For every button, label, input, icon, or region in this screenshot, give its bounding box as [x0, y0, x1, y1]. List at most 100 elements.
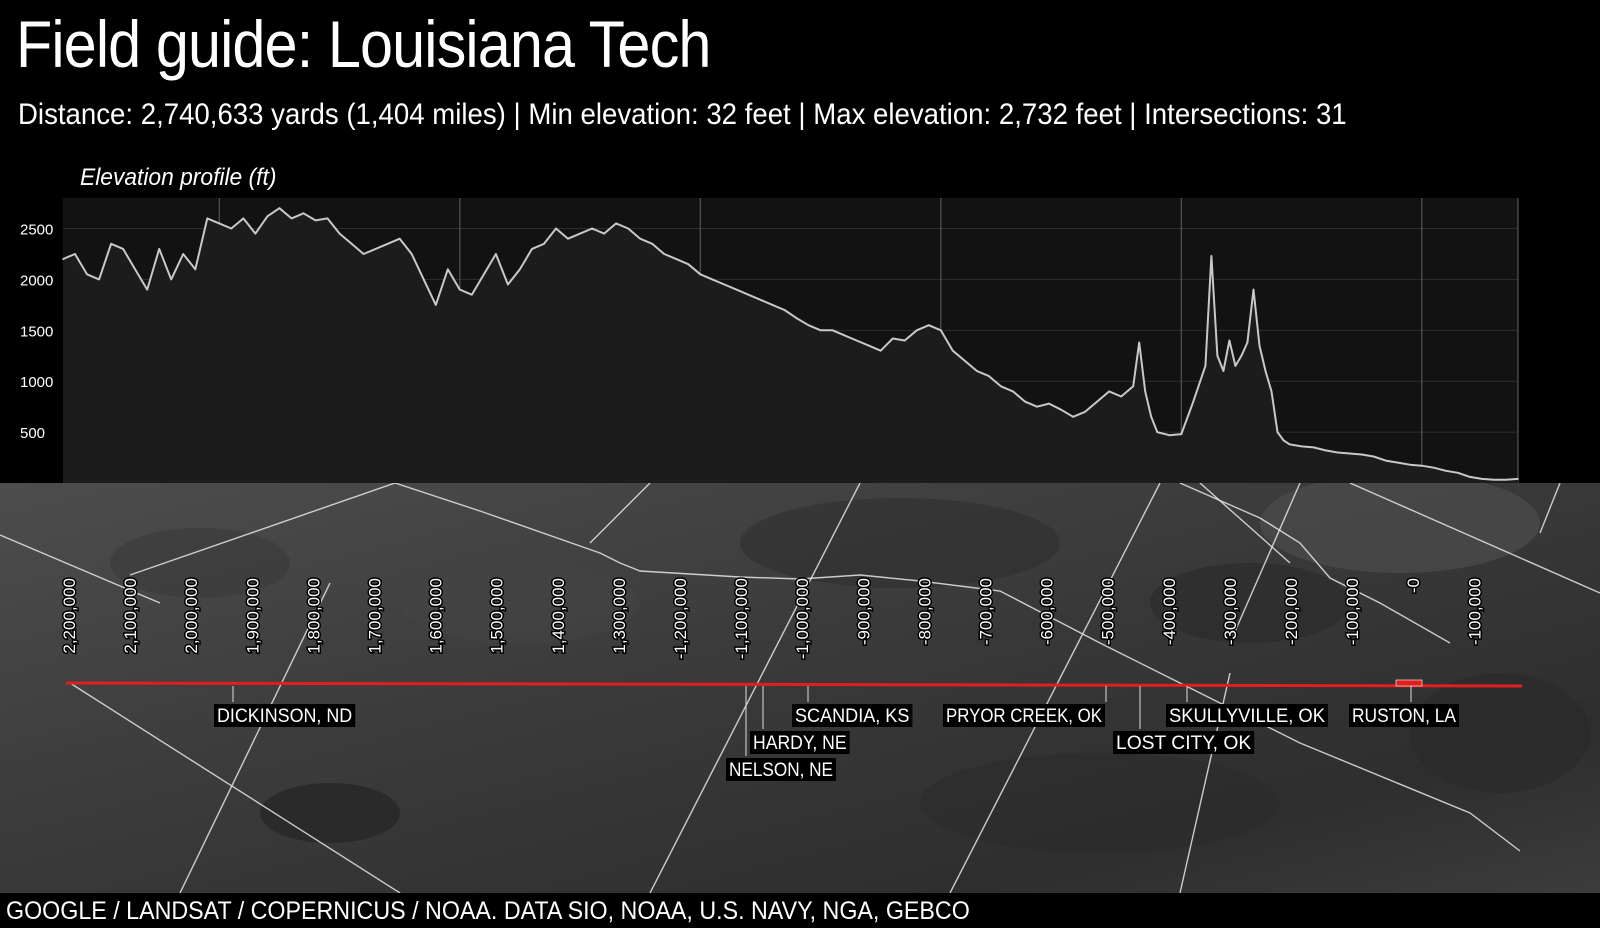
- elevation-point: [1481, 478, 1483, 480]
- place-label: SKULLYVILLE, OK: [1169, 706, 1325, 727]
- place-label-bg: [726, 758, 836, 781]
- elevation-point: [759, 298, 762, 301]
- distance-tick-label: -1,200,000: [671, 578, 690, 659]
- elevation-point: [591, 227, 593, 230]
- place-label-bg: [750, 731, 850, 754]
- distance-tick-label: -400,000: [1160, 578, 1179, 645]
- elevation-point: [1156, 431, 1159, 433]
- elevation-point: [350, 243, 353, 245]
- elevation-point: [1312, 446, 1315, 449]
- elevation-point: [1204, 365, 1207, 367]
- elevation-point: [158, 248, 160, 250]
- terrain-patch: [740, 498, 1060, 588]
- distance-tick-label: 1,400,000: [549, 578, 568, 654]
- distance-tick-label: -900,000: [854, 578, 873, 645]
- elevation-point: [134, 268, 136, 271]
- elevation-point: [1445, 469, 1447, 472]
- elevation-point: [783, 309, 786, 311]
- distance-tick-label: -300,000: [1221, 578, 1240, 645]
- elevation-point: [891, 337, 894, 340]
- distance-tick-label: 1,500,000: [488, 578, 507, 654]
- elevation-point: [1120, 395, 1122, 398]
- elevation-point: [1138, 341, 1141, 344]
- elevation-point: [1384, 459, 1387, 462]
- elevation-point: [1012, 390, 1014, 393]
- state-border: [1179, 483, 1451, 644]
- terrain-patch: [1410, 673, 1590, 793]
- chart-title: Elevation profile (ft): [80, 164, 277, 191]
- elevation-point: [879, 349, 882, 352]
- elevation-point: [495, 253, 497, 255]
- elevation-point: [795, 317, 798, 319]
- elevation-profile-chart: 500 1000 1500 2000 2500: [20, 198, 1519, 483]
- elevation-point: [374, 248, 377, 250]
- elevation-point: [555, 227, 557, 230]
- place-label: NELSON, NE: [729, 760, 833, 781]
- distance-tick-label: 2,200,000: [60, 578, 79, 654]
- elevation-point: [459, 288, 461, 291]
- elevation-point: [1300, 445, 1303, 448]
- elevation-point: [290, 217, 293, 220]
- elevation-point: [1060, 408, 1062, 411]
- elevation-point: [1234, 365, 1237, 367]
- elevation-point: [266, 215, 269, 218]
- route-stats: Distance: 2,740,633 yards (1,404 miles) …: [18, 98, 1347, 131]
- distance-tick-label: 2,000,000: [182, 578, 201, 654]
- elevation-point: [627, 227, 629, 230]
- state-border: [0, 534, 161, 604]
- elevation-point: [1421, 464, 1423, 467]
- distance-tick-label: -1,100,000: [732, 578, 751, 659]
- elevation-point: [1276, 431, 1279, 433]
- distance-tick-label: 1,700,000: [366, 578, 385, 654]
- elevation-point: [723, 283, 726, 286]
- elevation-point: [940, 329, 942, 332]
- elevation-point: [1084, 410, 1086, 413]
- elevation-point: [1288, 443, 1291, 446]
- terrain-patch: [260, 783, 400, 843]
- y-tick-label: 500: [20, 425, 45, 442]
- state-border: [1349, 483, 1600, 594]
- elevation-point: [434, 304, 437, 306]
- elevation-point: [867, 344, 870, 347]
- distance-tick-label: -100,000: [1465, 578, 1484, 645]
- place-label: RUSTON, LA: [1352, 706, 1456, 727]
- terrain-patch: [920, 753, 1280, 853]
- elevation-point: [446, 268, 449, 271]
- elevation-point: [1336, 451, 1339, 454]
- state-border: [649, 483, 861, 893]
- elevation-point: [1150, 416, 1153, 418]
- y-tick-label: 2000: [20, 272, 53, 289]
- terrain-patch: [1150, 563, 1350, 643]
- elevation-point: [182, 253, 185, 255]
- elevation-point: [1264, 370, 1267, 372]
- elevation-point: [302, 212, 305, 215]
- elevation-point: [771, 304, 774, 306]
- elevation-point: [1252, 288, 1255, 291]
- elevation-point: [471, 293, 473, 296]
- state-border: [589, 483, 651, 544]
- elevation-point: [964, 360, 966, 362]
- elevation-point: [567, 237, 569, 240]
- place-label-bg: [792, 704, 913, 727]
- place-label-bg: [1349, 704, 1459, 727]
- place-label-bg: [214, 704, 356, 727]
- elevation-point: [1505, 478, 1507, 481]
- y-tick-label: 1500: [20, 323, 53, 340]
- elevation-point: [519, 268, 521, 271]
- distance-tick-label: 2,100,000: [121, 578, 140, 654]
- route-line: [65, 681, 1523, 688]
- place-label: PRYOR CREEK, OK: [946, 706, 1102, 727]
- elevation-point: [1408, 463, 1411, 466]
- elevation-point: [831, 329, 834, 332]
- elevation-point: [146, 288, 148, 291]
- elevation-point: [1493, 478, 1495, 481]
- elevation-point: [843, 334, 846, 337]
- distance-tick-label: -100,000: [1343, 578, 1362, 645]
- elevation-point: [507, 283, 509, 286]
- imagery-credit: GOOGLE / LANDSAT / COPERNICUS / NOAA. DA…: [6, 897, 970, 925]
- elevation-point: [1132, 385, 1135, 388]
- elevation-point: [422, 278, 425, 281]
- elevation-point: [1348, 452, 1351, 455]
- satellite-map: 2,200,000 2,100,000 2,000,000 1,900,000 1,80…: [0, 483, 1600, 893]
- elevation-point: [1396, 461, 1399, 464]
